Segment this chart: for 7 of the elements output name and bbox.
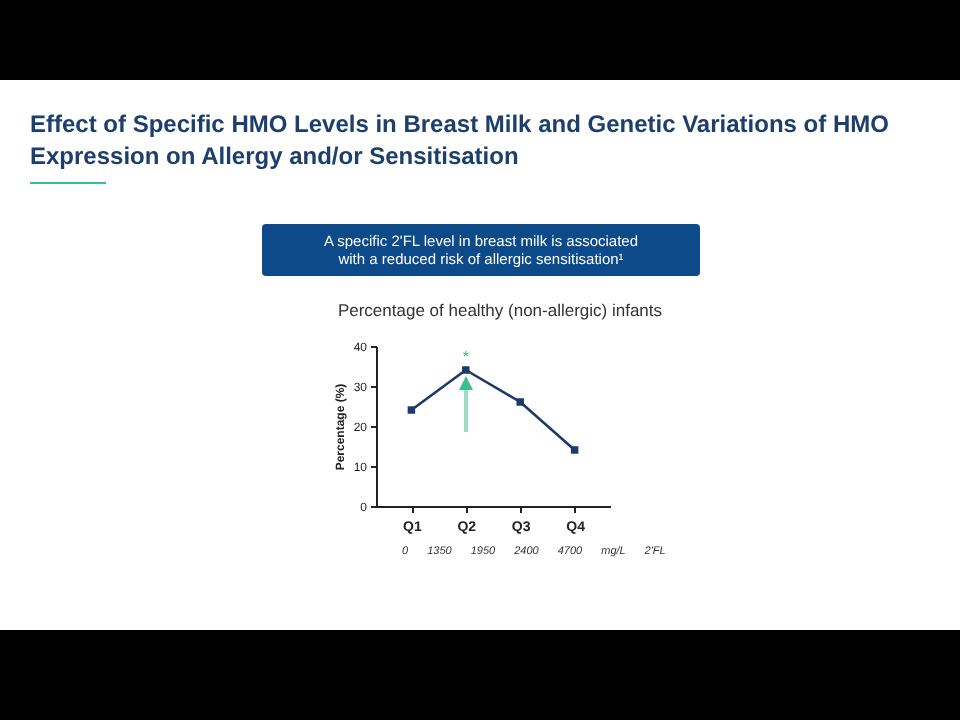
point <box>407 406 416 414</box>
chart-subtitle: Percentage of healthy (non-allergic) infants <box>335 300 665 320</box>
annotation: * <box>462 348 469 366</box>
point <box>462 366 470 374</box>
point <box>570 446 579 454</box>
chart-title: Effect of Specific HMO Levels in Breast Milk and Genetic Variations of HMO Expression on Allergy and/or Sensitisation <box>30 108 891 172</box>
point <box>516 398 524 406</box>
